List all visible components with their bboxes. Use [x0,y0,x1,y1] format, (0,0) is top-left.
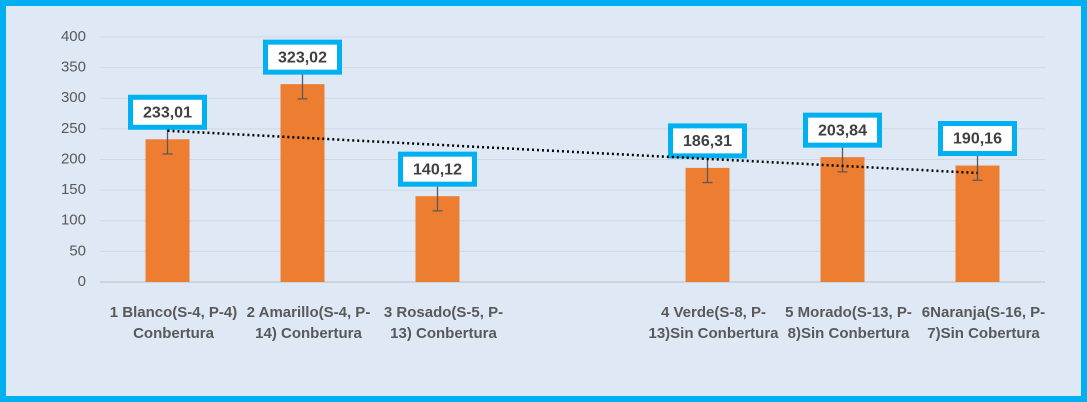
bar [280,84,325,282]
x-tick-label: 6Naranja(S-16, P-7)Sin Cobertura [921,304,1046,342]
y-tick-label: 200 [61,150,86,167]
bar [820,157,865,282]
y-tick-label: 350 [61,59,86,76]
x-tick-label: 5 Morado(S-13, P-8)Sin Conbertura [785,304,912,342]
data-label: 323,02 [278,49,327,66]
data-label-box [938,121,1017,157]
y-tick-label: 150 [61,181,86,198]
x-tick-label: 3 Rosado(S-5, P-13) Conbertura [383,304,504,342]
data-label-box [803,112,882,148]
trendline [167,129,978,175]
data-label-box [128,94,207,130]
plot: 0 50 100 150 200 250 300 350 400 233,01 323,02 140,… [61,28,1045,290]
x-tick-label: 4 Verde(S-8, P-13)Sin Conbertura [648,304,779,342]
data-label: 233,01 [143,105,192,122]
data-label-box [398,151,477,187]
x-tick-label: 1 Blanco(S-4, P-4) Conbertura [109,304,238,342]
y-tick-label: 100 [61,212,86,229]
bar [685,167,730,282]
y-tick-label: 50 [69,242,86,259]
data-label: 186,31 [683,133,732,150]
data-label: 203,84 [818,122,867,139]
x-tick-label: 2 Amarillo(S-4, P-14) Conbertura [246,304,371,342]
data-label-box [263,39,342,75]
bar [955,165,1000,282]
y-tick-label: 400 [61,28,86,45]
data-label-box [668,123,747,159]
bar [145,139,190,282]
data-label: 140,12 [413,161,462,178]
y-tick-label: 0 [78,273,86,290]
data-label: 190,16 [953,131,1002,148]
y-tick-label: 250 [61,120,86,137]
y-tick-label: 300 [61,89,86,106]
